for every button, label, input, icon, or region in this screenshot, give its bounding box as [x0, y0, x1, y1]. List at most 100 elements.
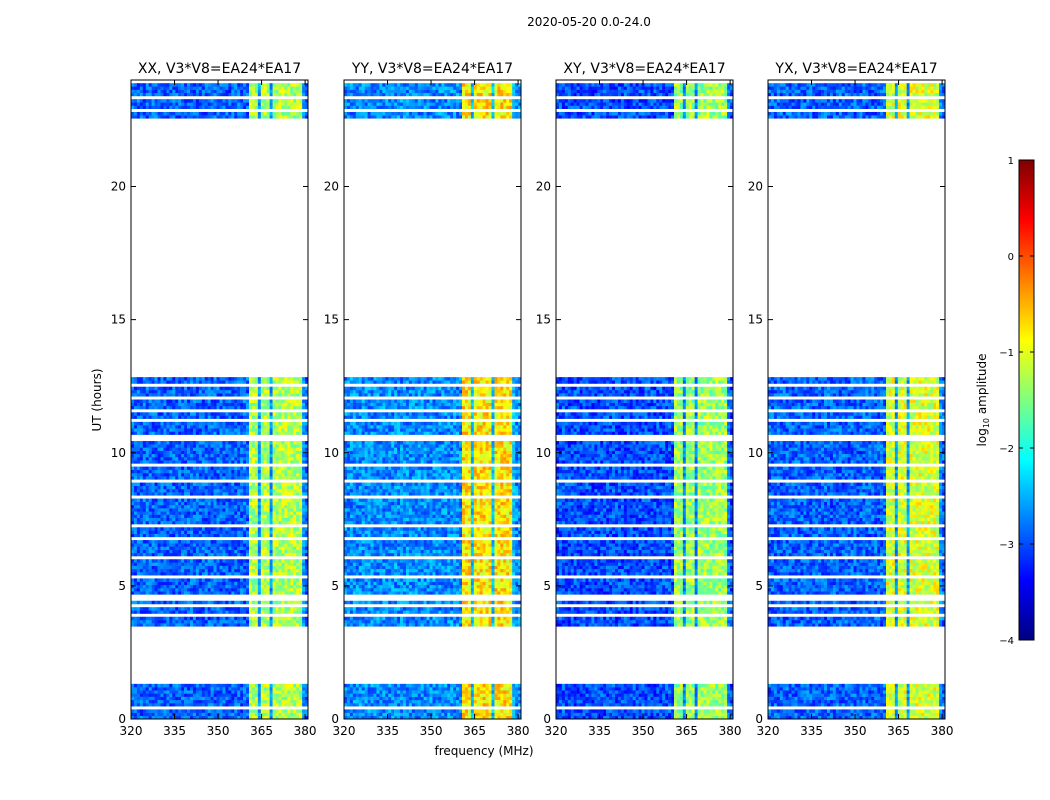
heatmap-cell [432, 715, 436, 720]
heatmap-cell [187, 619, 191, 624]
heatmap-cell [172, 447, 176, 451]
heatmap-cell [263, 546, 267, 550]
heatmap-cell [142, 115, 146, 119]
heatmap-cell [166, 89, 170, 94]
heatmap-cell [148, 441, 152, 445]
heatmap-cell [175, 572, 179, 576]
heatmap-cell [204, 453, 208, 458]
heatmap-cell [175, 501, 179, 506]
heatmap-cell [260, 450, 264, 455]
heatmap-cell [299, 431, 303, 435]
heatmap-cell [260, 527, 264, 531]
heatmap-cell [160, 460, 164, 464]
heatmap-cell [190, 469, 194, 474]
heatmap-cell [225, 504, 229, 509]
heatmap-cell [169, 546, 173, 550]
heatmap-cell [133, 86, 138, 90]
heatmap-cell [145, 415, 149, 419]
figure-suptitle: 2020-05-20 0.0-24.0 [527, 15, 651, 29]
heatmap-cell [151, 703, 155, 707]
heatmap-cell [299, 578, 303, 582]
heatmap-cell [184, 517, 188, 522]
heatmap-cell [145, 549, 149, 554]
heatmap-cell [139, 466, 144, 471]
heatmap-cell [210, 578, 214, 582]
heatmap-cell [269, 616, 273, 621]
heatmap-cell [201, 715, 205, 720]
heatmap-cell [251, 86, 256, 90]
heatmap-cell [370, 709, 374, 713]
heatmap-cell [163, 549, 167, 554]
heatmap-cell [145, 460, 149, 464]
heatmap-cell [201, 619, 205, 624]
heatmap-cell [160, 588, 164, 592]
heatmap-cell [435, 712, 439, 717]
heatmap-cell [376, 712, 380, 717]
heatmap-cell [154, 421, 158, 426]
heatmap-cell [151, 568, 155, 573]
heatmap-cell [234, 102, 238, 106]
heatmap-cell [251, 565, 256, 570]
heatmap-cell [290, 693, 294, 697]
heatmap-cell [234, 402, 238, 407]
heatmap-cell [131, 377, 135, 381]
heatmap-cell [225, 591, 229, 595]
heatmap-cell [237, 511, 241, 515]
heatmap-cell [293, 469, 297, 474]
heatmap-cell [178, 508, 182, 512]
heatmap-cell [243, 504, 247, 509]
heatmap-cell [192, 610, 197, 614]
heatmap-cell [172, 508, 176, 512]
heatmap-cell [240, 377, 244, 381]
heatmap-cell [163, 584, 167, 589]
heatmap-cell [216, 530, 220, 534]
heatmap-cell [139, 492, 144, 496]
heatmap-cell [136, 476, 141, 480]
heatmap-cell [228, 425, 232, 429]
heatmap-cell [225, 460, 229, 464]
heatmap-cell [157, 447, 161, 451]
heatmap-cell [240, 447, 244, 451]
heatmap-cell [216, 549, 220, 554]
heatmap-cell [154, 102, 158, 106]
heatmap-cell [240, 89, 244, 94]
heatmap-cell [257, 530, 262, 534]
heatmap-cell [184, 504, 188, 509]
heatmap-cell [251, 623, 256, 627]
heatmap-cell [198, 508, 203, 512]
heatmap-cell [231, 492, 235, 496]
heatmap-cell [305, 482, 309, 487]
heatmap-cell [163, 115, 167, 119]
heatmap-cell [305, 533, 309, 538]
heatmap-cell [216, 699, 220, 704]
heatmap-cell [166, 559, 170, 563]
heatmap-cell [240, 393, 244, 397]
heatmap-cell [201, 89, 205, 94]
heatmap-cell [284, 441, 288, 445]
heatmap-cell [284, 527, 288, 531]
heatmap-cell [172, 377, 176, 381]
heatmap-cell [272, 514, 276, 518]
heatmap-cell [234, 703, 238, 707]
heatmap-cell [148, 402, 152, 407]
heatmap-cell [151, 562, 155, 566]
heatmap-cell [293, 508, 297, 512]
heatmap-cell [219, 482, 223, 487]
heatmap-cell [192, 527, 197, 531]
heatmap-cell [184, 92, 188, 97]
heatmap-cell [249, 488, 253, 493]
heatmap-cell [287, 715, 291, 720]
heatmap-cell [195, 380, 200, 384]
heatmap-cell [290, 565, 294, 570]
heatmap-cell [192, 616, 197, 621]
heatmap-cell [272, 450, 276, 455]
heatmap-cell [204, 559, 208, 563]
heatmap-cell [462, 712, 466, 717]
heatmap-cell [251, 421, 256, 426]
heatmap-cell [154, 696, 158, 701]
heatmap-cell [166, 447, 170, 451]
heatmap-cell [290, 405, 294, 410]
heatmap-cell [163, 444, 167, 448]
heatmap-cell [154, 115, 158, 119]
heatmap-cell [254, 86, 259, 90]
